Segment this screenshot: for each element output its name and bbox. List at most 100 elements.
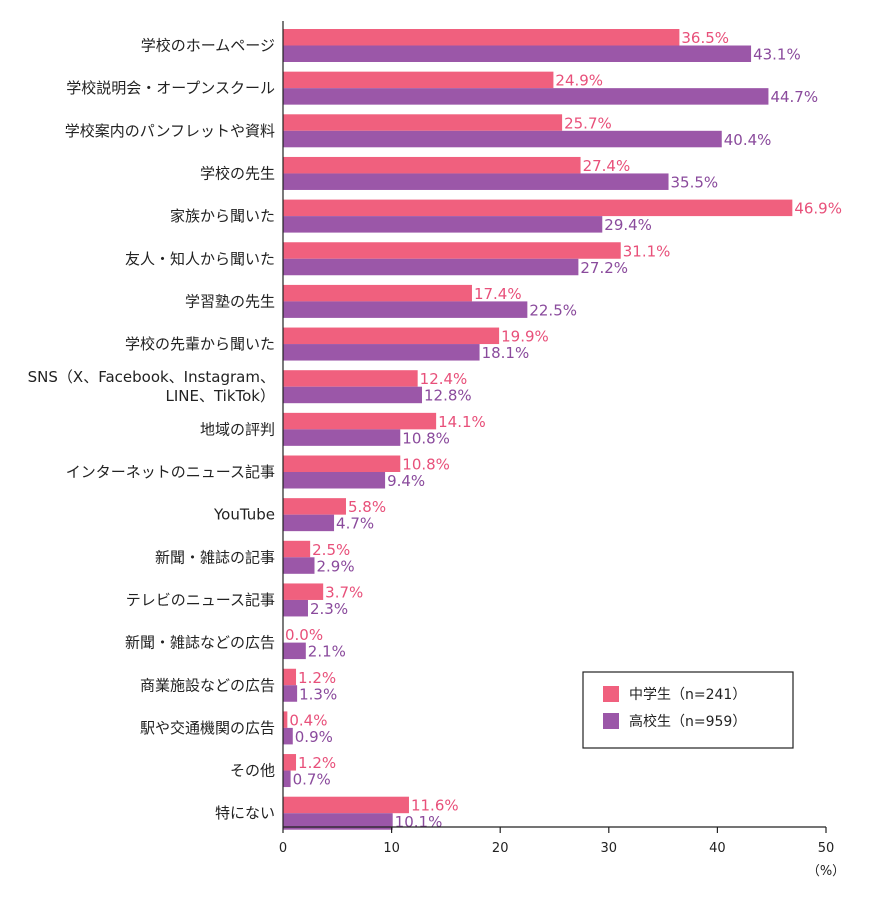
- data-label-junior-0: 36.5%: [681, 29, 729, 47]
- category-label-line: 学習塾の先生: [185, 292, 275, 310]
- category-label-0: 学校のホームページ: [141, 37, 275, 55]
- category-label-15: 商業施設などの広告: [140, 676, 275, 694]
- category-label-line: 駅や交通機関の広告: [140, 719, 275, 737]
- data-label-junior-3: 27.4%: [583, 157, 631, 175]
- bar-junior-17: [283, 754, 297, 771]
- data-label-junior-1: 24.9%: [555, 72, 603, 90]
- category-label-12: 新聞・雑誌の記事: [155, 548, 275, 566]
- category-label-line: 学校の先輩から聞いた: [125, 335, 275, 353]
- category-label-line: インターネットのニュース記事: [66, 463, 275, 481]
- bar-junior-1: [283, 71, 554, 89]
- data-label-junior-5: 31.1%: [623, 242, 671, 260]
- data-label-senior-18: 10.1%: [395, 813, 443, 831]
- category-label-line: 学校説明会・オープンスクール: [66, 79, 275, 97]
- category-label-line: 学校のホームページ: [141, 37, 275, 55]
- data-label-senior-16: 0.9%: [295, 728, 333, 746]
- data-label-senior-11: 4.7%: [336, 515, 374, 533]
- category-label-line: 学校案内のパンフレットや資料: [65, 122, 275, 140]
- category-label-3: 学校の先生: [200, 164, 275, 182]
- bar-senior-1: [283, 88, 769, 105]
- category-label-8: SNS（X、Facebook、Instagram、 LINE、TikTok）: [28, 368, 275, 405]
- bar-junior-9: [283, 412, 437, 430]
- bar-junior-2: [283, 114, 563, 131]
- bar-junior-0: [283, 29, 680, 46]
- bar-junior-6: [283, 284, 472, 302]
- category-label-17: その他: [230, 762, 275, 780]
- data-label-senior-3: 35.5%: [671, 173, 719, 191]
- data-label-senior-10: 9.4%: [387, 472, 425, 490]
- data-label-junior-7: 19.9%: [501, 328, 549, 346]
- category-label-line: 友人・知人から聞いた: [125, 250, 275, 268]
- bar-junior-10: [283, 455, 401, 472]
- x-tick-label-30: 30: [601, 841, 618, 856]
- data-label-senior-8: 12.8%: [424, 387, 472, 405]
- data-label-junior-17: 1.2%: [298, 754, 336, 772]
- bars-group: 36.5% 43.1% 24.9% 44.7% 25.7% 40.4% 27.4% 35.5%…: [283, 29, 842, 831]
- data-label-senior-5: 27.2%: [580, 259, 628, 277]
- bar-senior-10: [283, 472, 386, 489]
- data-label-junior-12: 2.5%: [312, 541, 350, 559]
- x-tick-label-20: 20: [492, 841, 509, 856]
- bar-junior-5: [283, 242, 621, 259]
- category-label-6: 学習塾の先生: [185, 292, 275, 310]
- bar-junior-3: [283, 156, 581, 174]
- category-label-5: 友人・知人から聞いた: [125, 250, 275, 268]
- bar-senior-4: [283, 216, 603, 233]
- bar-senior-0: [283, 45, 752, 62]
- bar-junior-12: [283, 540, 311, 558]
- data-label-senior-12: 2.9%: [316, 557, 354, 575]
- category-label-14: 新聞・雑誌などの広告: [125, 634, 275, 652]
- category-label-line: テレビのニュース記事: [126, 591, 275, 609]
- data-label-junior-2: 25.7%: [564, 114, 612, 132]
- data-label-senior-9: 10.8%: [402, 429, 450, 447]
- category-label-7: 学校の先輩から聞いた: [125, 335, 275, 353]
- data-label-senior-15: 1.3%: [299, 685, 337, 703]
- category-label-line: LINE、TikTok）: [165, 387, 275, 405]
- category-label-line: 商業施設などの広告: [140, 676, 275, 694]
- data-label-senior-14: 2.1%: [308, 643, 346, 661]
- category-label-9: 地域の評判: [200, 420, 275, 438]
- bar-senior-7: [283, 344, 480, 361]
- bar-senior-12: [283, 557, 315, 574]
- category-label-11: YouTube: [213, 506, 275, 524]
- data-label-junior-14: 0.0%: [285, 626, 323, 644]
- x-tick-label-10: 10: [383, 841, 400, 856]
- data-label-junior-10: 10.8%: [402, 456, 450, 474]
- bar-junior-16: [283, 711, 288, 728]
- category-label-1: 学校説明会・オープンスクール: [66, 79, 275, 97]
- legend-label-0: 中学生（n=241）: [629, 687, 746, 703]
- bar-senior-3: [283, 173, 669, 190]
- category-label-16: 駅や交通機関の広告: [140, 719, 275, 737]
- x-axis: 0 10 20 30 40 50 （%）: [279, 21, 845, 879]
- data-label-senior-7: 18.1%: [482, 344, 530, 362]
- bar-senior-8: [283, 386, 423, 404]
- bar-junior-11: [283, 498, 346, 515]
- category-label-line: 新聞・雑誌などの広告: [125, 634, 275, 652]
- category-label-line: 特にない: [215, 804, 275, 822]
- legend-swatch-1: [603, 713, 619, 729]
- category-label-line: 地域の評判: [200, 420, 275, 438]
- category-labels-group: 学校のホームページ学校説明会・オープンスクール学校案内のパンフレットや資料学校の…: [28, 37, 275, 823]
- data-label-junior-15: 1.2%: [298, 669, 336, 687]
- bar-senior-9: [283, 429, 401, 446]
- category-label-line: 家族から聞いた: [170, 207, 275, 225]
- bar-senior-2: [283, 130, 722, 148]
- category-label-10: インターネットのニュース記事: [66, 463, 275, 481]
- category-label-2: 学校案内のパンフレットや資料: [65, 122, 275, 140]
- bar-junior-4: [283, 199, 793, 217]
- bar-senior-18: [283, 813, 393, 830]
- bar-senior-16: [283, 727, 293, 745]
- data-label-junior-9: 14.1%: [438, 413, 486, 431]
- data-label-senior-6: 22.5%: [529, 301, 577, 319]
- x-unit-label: （%）: [807, 864, 845, 879]
- bar-senior-15: [283, 685, 298, 702]
- data-label-junior-13: 3.7%: [325, 583, 363, 601]
- data-label-senior-4: 29.4%: [604, 216, 652, 234]
- legend: 中学生（n=241） 高校生（n=959）: [582, 671, 794, 749]
- bar-senior-13: [283, 599, 308, 617]
- x-tick-label-50: 50: [818, 841, 835, 856]
- legend-box: [582, 671, 794, 749]
- bar-junior-13: [283, 583, 324, 600]
- category-label-line: YouTube: [213, 506, 275, 524]
